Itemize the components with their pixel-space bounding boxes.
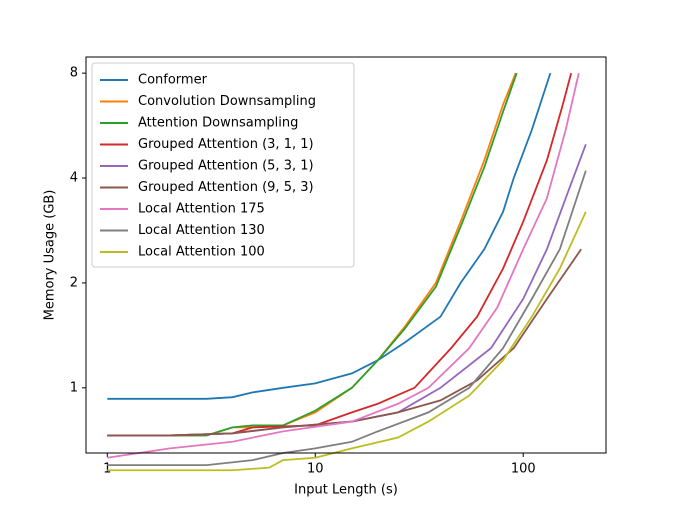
y-tick-label: 8 bbox=[70, 66, 78, 81]
series-line bbox=[107, 72, 518, 437]
y-tick-label: 1 bbox=[70, 380, 78, 395]
legend-label: Grouped Attention (9, 5, 3) bbox=[138, 180, 314, 195]
series-line bbox=[107, 72, 573, 437]
y-tick-label: 2 bbox=[70, 275, 78, 290]
series-line bbox=[107, 248, 582, 437]
x-tick-label: 10 bbox=[307, 462, 324, 477]
legend-label: Local Attention 175 bbox=[138, 202, 265, 217]
legend-label: Local Attention 130 bbox=[138, 223, 265, 238]
legend-label: Grouped Attention (3, 1, 1) bbox=[138, 137, 314, 152]
x-axis-label: Input Length (s) bbox=[294, 483, 398, 498]
legend-box bbox=[91, 62, 355, 268]
y-tick-label: 4 bbox=[70, 171, 78, 186]
x-tick-label: 100 bbox=[511, 462, 536, 477]
series-line bbox=[107, 211, 587, 472]
legend-label: Conformer bbox=[138, 73, 208, 88]
series-line bbox=[107, 72, 580, 459]
legend-label: Convolution Downsampling bbox=[138, 94, 316, 109]
legend-label: Attention Downsampling bbox=[138, 116, 298, 131]
y-axis-label: Memory Usage (GB) bbox=[43, 190, 58, 321]
series-line bbox=[107, 170, 587, 467]
plot-frame bbox=[85, 56, 607, 454]
legend-label: Local Attention 100 bbox=[138, 245, 265, 260]
x-tick-label: 1 bbox=[103, 462, 111, 477]
legend-label: Grouped Attention (5, 3, 1) bbox=[138, 159, 314, 174]
